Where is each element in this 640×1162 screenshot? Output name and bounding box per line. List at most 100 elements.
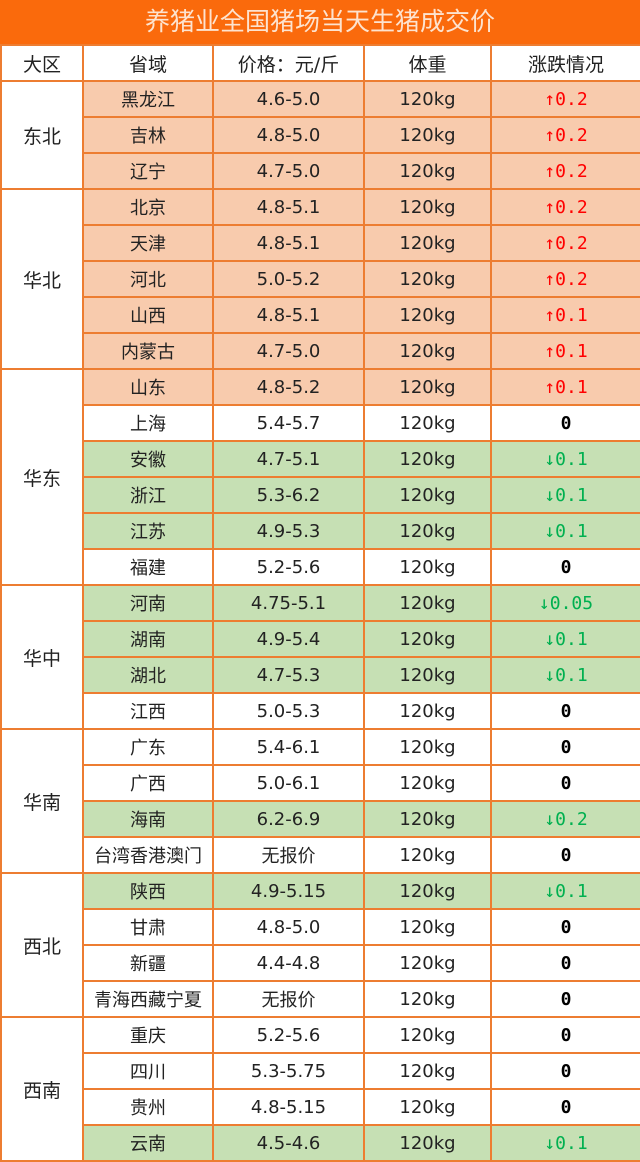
- region-cell: 西北: [0, 872, 84, 1018]
- price-cell: 无报价: [212, 836, 365, 874]
- province-cell: 广西: [82, 764, 214, 802]
- table-row: 东北 黑龙江 4.6-5.0 120kg ↑0.2: [0, 80, 640, 190]
- price-cell: 4.8-5.1: [212, 188, 365, 226]
- province-cell: 湖北: [82, 656, 214, 694]
- weight-cell: 120kg: [363, 116, 492, 154]
- table-row: 云南 4.5-4.6 120kg ↓0.1: [1, 1124, 640, 1162]
- page-title: 养猪业全国猪场当天生猪成交价: [0, 0, 640, 44]
- weight-cell: 120kg: [363, 404, 492, 442]
- change-cell: 0: [490, 908, 640, 946]
- header-province: 省域: [82, 44, 214, 82]
- change-cell: ↑0.2: [490, 224, 640, 262]
- weight-cell: 120kg: [363, 1124, 492, 1162]
- price-cell: 5.3-5.75: [212, 1052, 365, 1090]
- price-cell: 无报价: [212, 980, 365, 1018]
- change-value: 0: [560, 772, 572, 794]
- province-cell: 浙江: [82, 476, 214, 514]
- table-row: 台湾香港澳门 无报价 120kg 0: [1, 836, 640, 874]
- weight-cell: 120kg: [363, 368, 492, 406]
- price-cell: 4.5-4.6: [212, 1124, 365, 1162]
- change-value: 0.05: [549, 592, 594, 614]
- change-value: 0: [560, 988, 572, 1010]
- weight-cell: 120kg: [363, 620, 492, 658]
- header-row: 大区 省域 价格：元/斤 体重 涨跌情况: [0, 44, 640, 82]
- change-cell: ↑0.2: [490, 116, 640, 154]
- change-cell: ↑0.2: [490, 152, 640, 190]
- price-cell: 4.7-5.3: [212, 656, 365, 694]
- table-row: 西北 陕西 4.9-5.15 120kg ↓0.1: [0, 872, 640, 1018]
- price-cell: 5.4-6.1: [212, 728, 365, 766]
- header-change: 涨跌情况: [490, 44, 640, 82]
- price-cell: 4.9-5.3: [212, 512, 365, 550]
- table-row: 江苏 4.9-5.3 120kg ↓0.1: [1, 512, 640, 550]
- weight-cell: 120kg: [363, 584, 492, 622]
- weight-cell: 120kg: [363, 944, 492, 982]
- province-cell: 内蒙古: [82, 332, 214, 370]
- weight-cell: 120kg: [363, 1088, 492, 1126]
- change-value: 0.1: [555, 304, 588, 326]
- change-cell: 0: [490, 944, 640, 982]
- province-cell: 上海: [82, 404, 214, 442]
- region-cell: 华北: [0, 188, 84, 370]
- region-cell: 东北: [0, 80, 84, 190]
- arrow-up-icon: ↑: [544, 304, 556, 326]
- weight-cell: 120kg: [363, 692, 492, 730]
- weight-cell: 120kg: [363, 80, 492, 118]
- change-value: 0.2: [555, 808, 588, 830]
- change-value: 0.1: [555, 628, 588, 650]
- price-cell: 6.2-6.9: [212, 800, 365, 838]
- table-row: 福建 5.2-5.6 120kg 0: [1, 548, 640, 586]
- change-cell: ↓0.1: [490, 1124, 640, 1162]
- arrow-up-icon: ↑: [544, 232, 556, 254]
- arrow-down-icon: ↓: [544, 1132, 556, 1154]
- price-cell: 4.4-4.8: [212, 944, 365, 982]
- change-value: 0.2: [555, 160, 588, 182]
- change-value: 0: [560, 412, 572, 434]
- price-cell: 4.8-5.15: [212, 1088, 365, 1126]
- table-row: 新疆 4.4-4.8 120kg 0: [1, 944, 640, 982]
- change-value: 0: [560, 736, 572, 758]
- change-cell: ↓0.1: [490, 440, 640, 478]
- weight-cell: 120kg: [363, 188, 492, 226]
- weight-cell: 120kg: [363, 548, 492, 586]
- change-value: 0.2: [555, 232, 588, 254]
- change-cell: ↑0.2: [490, 260, 640, 298]
- province-cell: 重庆: [82, 1016, 214, 1054]
- change-cell: 0: [490, 548, 640, 586]
- arrow-down-icon: ↓: [538, 592, 550, 614]
- table-row: 上海 5.4-5.7 120kg 0: [1, 404, 640, 442]
- price-cell: 5.0-6.1: [212, 764, 365, 802]
- change-value: 0: [560, 700, 572, 722]
- region-cell: 华东: [0, 368, 84, 586]
- change-value: 0: [560, 952, 572, 974]
- province-cell: 江西: [82, 692, 214, 730]
- change-cell: ↑0.2: [490, 188, 640, 226]
- change-value: 0: [560, 1096, 572, 1118]
- price-cell: 4.8-5.0: [212, 116, 365, 154]
- weight-cell: 120kg: [363, 1052, 492, 1090]
- table-row: 内蒙古 4.7-5.0 120kg ↑0.1: [1, 332, 640, 370]
- change-cell: ↑0.1: [490, 368, 640, 406]
- table-row: 河北 5.0-5.2 120kg ↑0.2: [1, 260, 640, 298]
- price-cell: 4.75-5.1: [212, 584, 365, 622]
- change-cell: ↓0.1: [490, 620, 640, 658]
- arrow-down-icon: ↓: [544, 484, 556, 506]
- weight-cell: 120kg: [363, 872, 492, 910]
- province-cell: 山东: [82, 368, 214, 406]
- province-cell: 北京: [82, 188, 214, 226]
- change-cell: ↑0.1: [490, 332, 640, 370]
- province-cell: 河南: [82, 584, 214, 622]
- province-cell: 甘肃: [82, 908, 214, 946]
- arrow-down-icon: ↓: [544, 808, 556, 830]
- table-row: 甘肃 4.8-5.0 120kg 0: [1, 908, 640, 946]
- province-cell: 台湾香港澳门: [82, 836, 214, 874]
- change-cell: 0: [490, 980, 640, 1018]
- table-row: 湖北 4.7-5.3 120kg ↓0.1: [1, 656, 640, 694]
- weight-cell: 120kg: [363, 728, 492, 766]
- change-value: 0.1: [555, 340, 588, 362]
- weight-cell: 120kg: [363, 296, 492, 334]
- price-cell: 4.8-5.2: [212, 368, 365, 406]
- province-cell: 湖南: [82, 620, 214, 658]
- table-row: 吉林 4.8-5.0 120kg ↑0.2: [1, 116, 640, 154]
- change-value: 0.2: [555, 268, 588, 290]
